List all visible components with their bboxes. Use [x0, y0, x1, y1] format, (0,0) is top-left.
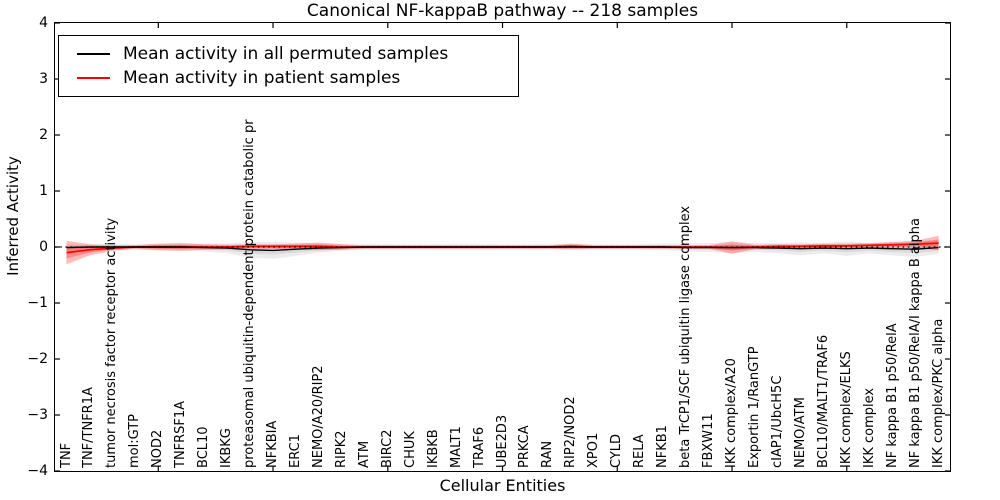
x-tick-label: RELA [632, 434, 648, 468]
x-tick-label: NOD2 [150, 429, 166, 468]
x-tick-label: NF kappa B1 p50/RelA/I kappa B alpha [907, 218, 923, 468]
permuted-line-sample [77, 52, 110, 55]
y-tick-label: −1 [27, 295, 48, 311]
legend: Mean activity in all permuted samples Me… [58, 35, 519, 97]
x-tick-label: TNF [58, 442, 74, 468]
plot-area [54, 22, 951, 472]
x-tick-label: NEMO/A20/RIP2 [310, 365, 326, 468]
x-tick-label: RAN [540, 440, 556, 468]
x-tick-label: ERC1 [287, 434, 303, 468]
x-tick-label: proteasomal ubiquitin-dependent protein … [242, 119, 258, 468]
x-tick-label: BIRC2 [379, 429, 395, 469]
legend-label-patient: Mean activity in patient samples [123, 68, 401, 89]
x-tick-label: mol:GTP [127, 414, 143, 468]
x-tick-label: XPO1 [586, 432, 602, 468]
x-tick-label: PRKCA [517, 425, 533, 468]
x-tick-label: RIP2/NOD2 [563, 396, 579, 468]
x-tick-label: BCL10 [196, 426, 212, 468]
x-tick-label: RIPK2 [333, 430, 349, 468]
x-axis-label: Cellular Entities [439, 476, 566, 495]
x-tick-label: ATM [356, 440, 372, 468]
legend-label-permuted: Mean activity in all permuted samples [123, 43, 449, 64]
y-tick-label: −3 [27, 407, 48, 423]
x-tick-label: CYLD [609, 433, 625, 468]
x-tick-label: cIAP1/UbcH5C [769, 375, 785, 468]
y-tick-label: −4 [27, 463, 48, 479]
patient-line-sample [77, 77, 110, 80]
legend-item-patient: Mean activity in patient samples [69, 68, 508, 88]
x-tick-label: tumor necrosis factor receptor activity [104, 217, 120, 468]
x-tick-label: beta TrCP1/SCF ubiquitin ligase complex [678, 205, 694, 468]
x-tick-label: TRAF6 [471, 426, 487, 468]
y-tick-label: 1 [39, 183, 48, 199]
x-tick-label: CHUK [402, 431, 418, 468]
y-axis-label: Inferred Activity [4, 156, 22, 276]
x-tick-label: IKK complex/ELKS [838, 351, 854, 468]
x-tick-label: NFKB1 [655, 425, 671, 468]
x-tick-label: TNFRSF1A [173, 400, 189, 468]
x-tick-label: IKBKB [425, 429, 441, 468]
legend-item-permuted: Mean activity in all permuted samples [69, 44, 508, 64]
x-tick-label: MALT1 [448, 426, 464, 468]
x-tick-label: IKBKG [219, 428, 235, 468]
x-tick-label: Exportin 1/RanGTP [746, 346, 762, 468]
x-tick-label: NF kappa B1 p50/RelA [884, 323, 900, 468]
y-tick-label: 0 [39, 239, 48, 255]
x-tick-label: NEMO/ATM [792, 397, 808, 468]
y-tick-label: −2 [27, 351, 48, 367]
y-tick-label: 3 [39, 71, 48, 87]
x-tick-label: IKK complex/PKC alpha [930, 318, 946, 468]
x-tick-label: UBE2D3 [494, 414, 510, 468]
x-tick-label: IKK complex/A20 [724, 358, 739, 468]
y-tick-label: 4 [39, 15, 48, 31]
x-tick-label: BCL10/MALT1/TRAF6 [815, 334, 831, 468]
x-tick-label: IKK complex [861, 387, 877, 468]
plot-canvas [55, 22, 950, 472]
x-tick-label: NFKBIA [265, 420, 281, 468]
x-tick-label: FBXW11 [701, 413, 717, 468]
x-tick-label: TNF/TNFR1A [81, 387, 97, 468]
y-tick-label: 2 [39, 127, 48, 143]
chart-title: Canonical NF-kappaB pathway -- 218 sampl… [306, 1, 699, 21]
